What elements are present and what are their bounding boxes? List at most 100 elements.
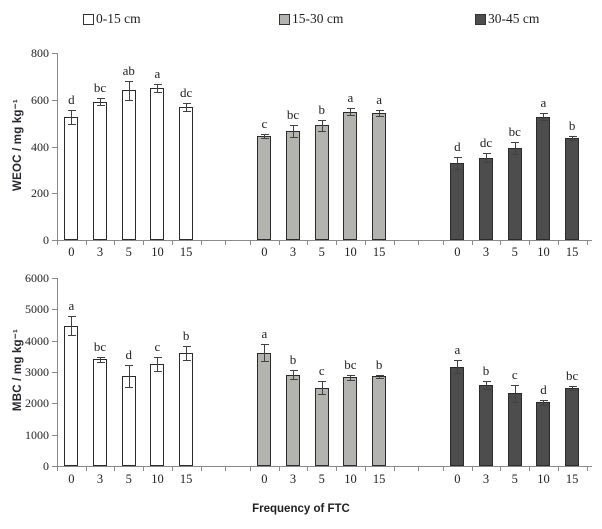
error-bar-cap-bottom <box>96 105 105 107</box>
y-tick <box>52 372 57 373</box>
error-bar-cap-bottom <box>539 120 548 122</box>
error-bar-line <box>379 375 381 378</box>
significance-letter: dc <box>479 135 493 151</box>
x-tick <box>143 467 145 471</box>
significance-letter: c <box>318 363 325 379</box>
x-tick <box>114 467 116 471</box>
significance-letter: a <box>347 90 354 106</box>
y-axis-title: WEOC / mg kg⁻¹ <box>12 98 24 191</box>
x-category-label: 10 <box>344 472 357 486</box>
x-category-label: 15 <box>372 472 386 486</box>
x-tick <box>114 241 116 245</box>
x-tick <box>143 241 145 245</box>
x-axis-line <box>57 240 592 241</box>
x-tick <box>171 241 173 245</box>
y-axis-title: MBC / mg kg⁻¹ <box>12 328 24 412</box>
error-bar-line <box>379 110 381 116</box>
y-tick-label: 800 <box>31 46 49 60</box>
error-bar-cap-top <box>260 133 269 135</box>
x-category-label: 10 <box>537 472 550 486</box>
bar-mbc-0-15cm-ftc3 <box>93 359 108 466</box>
bar-weoc-15-30cm-ftc5 <box>314 125 329 240</box>
error-bar-cap-top <box>67 110 76 112</box>
bar-mbc-0-15cm-ftc15 <box>179 353 194 466</box>
bar-mbc-15-30cm-ftc5 <box>314 387 329 466</box>
x-category-label: 15 <box>372 245 386 259</box>
legend-label: 15-30 cm <box>292 11 344 26</box>
significance-letter: a <box>376 92 383 108</box>
significance-letter: dc <box>180 84 193 100</box>
error-bar-cap-top <box>67 316 76 318</box>
x-category-label: 10 <box>344 245 357 259</box>
error-bar-cap-bottom <box>482 388 491 390</box>
y-tick <box>52 193 57 195</box>
x-tick <box>443 241 444 245</box>
significance-letter: b <box>182 327 190 343</box>
error-bar-cap-top <box>125 81 134 83</box>
bar-weoc-15-30cm-ftc10 <box>343 111 358 240</box>
error-bar-line <box>71 316 73 336</box>
x-tick <box>471 467 473 471</box>
legend-label: 0-15 cm <box>96 11 141 26</box>
legend-item-30-45cm: 30-45 cm <box>475 11 540 26</box>
bar-mbc-30-45cm-ftc3 <box>479 384 494 466</box>
y-tick <box>52 278 57 279</box>
error-bar-cap-bottom <box>539 405 548 407</box>
bar-mbc-30-45cm-ftc15 <box>565 388 580 466</box>
x-tick <box>500 241 502 245</box>
bar-mbc-15-30cm-ftc10 <box>343 377 358 466</box>
y-tick-label: 600 <box>31 92 49 107</box>
x-tick <box>336 241 338 245</box>
x-category-label: 5 <box>125 472 132 486</box>
x-tick <box>57 241 58 245</box>
error-bar-cap-top <box>568 386 577 388</box>
x-tick <box>586 241 588 245</box>
x-category-label: 3 <box>289 245 297 259</box>
error-bar-cap-top <box>539 113 548 115</box>
error-bar-line <box>321 120 323 131</box>
error-bar-cap-bottom <box>346 115 355 117</box>
error-bar-cap-bottom <box>568 390 577 392</box>
y-tick-label: 1000 <box>25 427 49 442</box>
x-category-label: 0 <box>261 245 268 259</box>
legend-label: 30-45 cm <box>488 11 540 26</box>
error-bar-line <box>486 153 488 163</box>
bar-mbc-0-15cm-ftc0 <box>64 325 79 466</box>
x-category-label: 3 <box>482 472 490 486</box>
bar-weoc-30-45cm-ftc10 <box>536 116 551 240</box>
error-bar-line <box>457 157 459 169</box>
x-category-label: 0 <box>261 472 268 486</box>
bar-weoc-0-15cm-ftc5 <box>121 90 136 240</box>
significance-letter: bc <box>93 338 107 354</box>
y-tick-label: 0 <box>43 233 49 247</box>
x-tick <box>278 241 280 245</box>
x-tick <box>250 241 251 245</box>
y-tick-label: 200 <box>31 186 49 201</box>
x-category-label: 0 <box>454 245 461 259</box>
significance-letter: b <box>568 118 576 134</box>
legend-swatch-icon <box>475 13 486 25</box>
y-tick <box>52 466 57 467</box>
error-bar-cap-bottom <box>260 361 269 363</box>
bar-weoc-0-15cm-ftc0 <box>64 117 79 240</box>
y-tick <box>52 309 57 311</box>
significance-letter: d <box>68 92 75 108</box>
x-tick <box>393 467 395 471</box>
x-category-label: 15 <box>179 245 193 259</box>
x-tick <box>85 241 87 245</box>
bar-weoc-30-45cm-ftc3 <box>479 157 494 240</box>
y-axis-line <box>57 53 58 241</box>
x-category-label: 0 <box>68 472 75 486</box>
x-tick <box>393 241 395 245</box>
x-tick <box>529 467 531 471</box>
x-tick <box>278 467 280 471</box>
x-category-label: 0 <box>68 245 75 259</box>
y-tick <box>52 403 57 405</box>
significance-letter: a <box>540 95 547 111</box>
error-bar-cap-bottom <box>453 168 462 170</box>
error-bar-cap-top <box>289 369 298 371</box>
error-bar-cap-top <box>289 125 298 127</box>
bar-mbc-0-15cm-ftc10 <box>150 364 165 466</box>
error-bar-line <box>457 360 459 373</box>
error-bar-line <box>543 113 545 121</box>
